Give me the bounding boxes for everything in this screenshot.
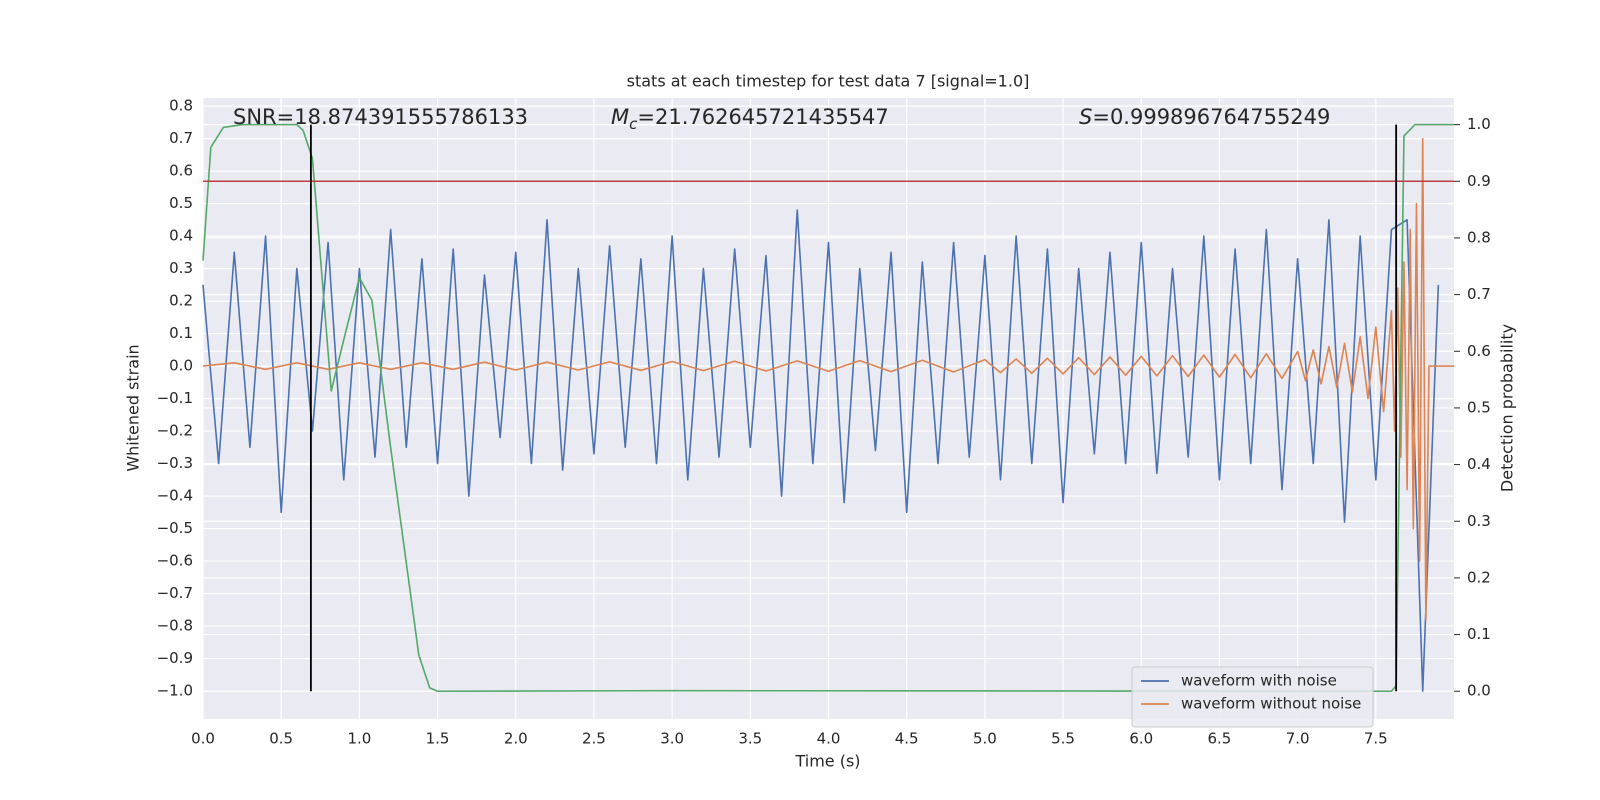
annotation-text: =0.999896764755249 (1092, 105, 1330, 129)
y-tick-label: 0.8 (169, 97, 193, 115)
legend-box (1131, 666, 1374, 728)
y2-tick-label: 0.6 (1467, 342, 1491, 360)
y-tick-label: 0.7 (169, 129, 193, 147)
series-line (202, 209, 1440, 692)
y2-tick-label: 0.8 (1467, 228, 1491, 246)
y2-tick-label: 0.3 (1467, 512, 1491, 530)
x-tick-label: 1.0 (347, 730, 371, 748)
y-tick-label: −0.3 (157, 454, 193, 472)
y-tick-label: −0.2 (157, 422, 193, 440)
annotation: S=0.999896764755249 (1079, 105, 1330, 129)
y2-tick-label: 0.4 (1467, 455, 1491, 473)
annotation-symbol: M (611, 105, 629, 129)
x-tick-label: 7.5 (1364, 730, 1388, 748)
y-tick-label: −0.7 (157, 584, 193, 602)
y2-tick-label: 0.9 (1467, 172, 1491, 190)
x-tick-label: 2.5 (582, 730, 606, 748)
x-tick-label: 0.5 (269, 730, 293, 748)
x-axis-label: Time (s) (794, 752, 860, 771)
x-tick-label: 5.5 (1051, 730, 1075, 748)
x-tick-label: 6.5 (1208, 730, 1232, 748)
x-tick-label: 4.5 (895, 730, 919, 748)
y-axis-label: Whitened strain (124, 344, 143, 471)
x-tick-label: 3.5 (738, 730, 762, 748)
x-tick-label: 1.5 (426, 730, 450, 748)
y-tick-label: 0.6 (169, 162, 193, 180)
y-tick-label: 0.5 (169, 194, 193, 212)
annotation: SNR=18.874391555786133 (233, 105, 528, 129)
y-tick-label: −0.5 (157, 519, 193, 537)
y2-axis-label: Detection probability (1498, 324, 1517, 492)
x-tick-label: 4.0 (817, 730, 841, 748)
y2-tick-label: 0.7 (1467, 285, 1491, 303)
y2-tick-label: 1.0 (1467, 115, 1491, 133)
annotation-subscript: c (629, 115, 638, 133)
legend-label: waveform without noise (1181, 695, 1361, 713)
y-tick-label: 0.0 (169, 357, 193, 375)
y-tick-label: −0.1 (157, 389, 193, 407)
y-tick-label: 0.2 (169, 292, 193, 310)
x-tick-label: 3.0 (660, 730, 684, 748)
series-line (202, 123, 1454, 693)
legend-label: waveform with noise (1181, 672, 1337, 690)
y-tick-label: −0.9 (157, 649, 193, 667)
y-tick-label: −0.4 (157, 487, 193, 505)
annotation-symbol: S (1079, 105, 1092, 129)
y2-tick-label: 0.5 (1467, 398, 1491, 416)
y-tick-label: 0.4 (169, 227, 193, 245)
y-tick-label: 0.3 (169, 259, 193, 277)
x-tick-label: 2.0 (504, 730, 528, 748)
y-tick-label: −0.6 (157, 552, 193, 570)
y-tick-label: −0.8 (157, 617, 193, 635)
x-tick-label: 0.0 (191, 730, 215, 748)
y2-tick-label: 0.2 (1467, 568, 1491, 586)
y2-tick-label: 0.1 (1467, 625, 1491, 643)
annotation: Mc=21.762645721435547 (611, 105, 889, 133)
x-tick-label: 6.0 (1129, 730, 1153, 748)
chart-title: stats at each timestep for test data 7 [… (627, 72, 1030, 91)
x-tick-label: 5.0 (973, 730, 997, 748)
x-tick-label: 7.0 (1286, 730, 1310, 748)
y-tick-label: 0.1 (169, 324, 193, 342)
y2-tick-label: 0.0 (1467, 682, 1491, 700)
y-tick-label: −1.0 (157, 682, 193, 700)
annotation-text: =21.762645721435547 (637, 105, 888, 129)
annotation-text: SNR=18.874391555786133 (233, 105, 528, 129)
